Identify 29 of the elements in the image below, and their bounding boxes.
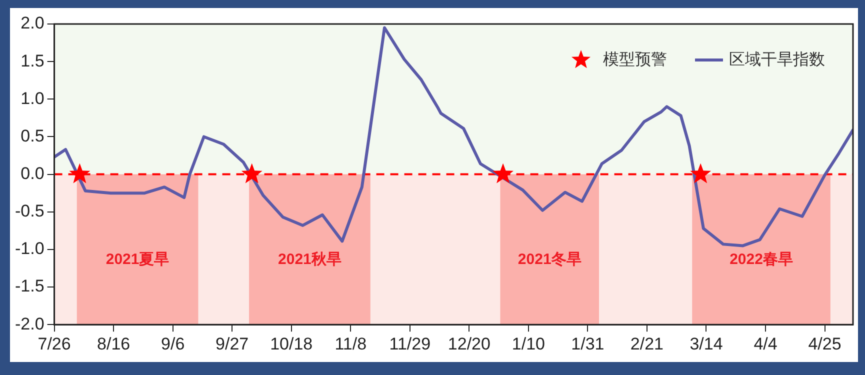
y-tick-label: 0.5: [20, 126, 44, 146]
x-tick-label: 1/10: [512, 334, 545, 354]
x-tick-label: 9/27: [216, 334, 249, 354]
y-tick-label: -1.0: [14, 239, 44, 258]
band-label: 2022春旱: [730, 250, 793, 268]
x-tick-label: 11/8: [334, 334, 367, 354]
y-tick-label: -2.0: [14, 314, 44, 334]
band-label: 2021冬旱: [518, 250, 582, 268]
band-label: 2021夏旱: [106, 250, 170, 268]
y-tick-label: 1.5: [20, 51, 44, 70]
legend-label: 区域干旱指数: [729, 50, 825, 68]
x-tick-label: 11/29: [389, 334, 431, 354]
y-tick-label: -0.5: [14, 202, 44, 221]
y-tick-label: 2.0: [20, 14, 44, 33]
x-tick-label: 4/4: [754, 334, 778, 354]
y-tick-label: -1.5: [14, 276, 44, 296]
x-tick-label: 4/25: [808, 334, 842, 354]
x-tick-label: 12/20: [448, 334, 490, 354]
y-tick-label: 1.0: [20, 88, 44, 108]
band-label: 2021秋旱: [278, 250, 342, 268]
legend-label: 模型预警: [603, 50, 667, 68]
x-tick-label: 9/6: [161, 334, 185, 354]
x-tick-label: 8/16: [97, 334, 130, 354]
y-tick-label: 0.0: [20, 164, 44, 183]
x-tick-label: 10/18: [270, 334, 313, 354]
x-tick-label: 1/31: [571, 334, 604, 354]
x-tick-label: 3/14: [690, 334, 723, 354]
x-tick-label: 7/26: [38, 334, 71, 354]
x-tick-label: 2/21: [630, 334, 664, 354]
